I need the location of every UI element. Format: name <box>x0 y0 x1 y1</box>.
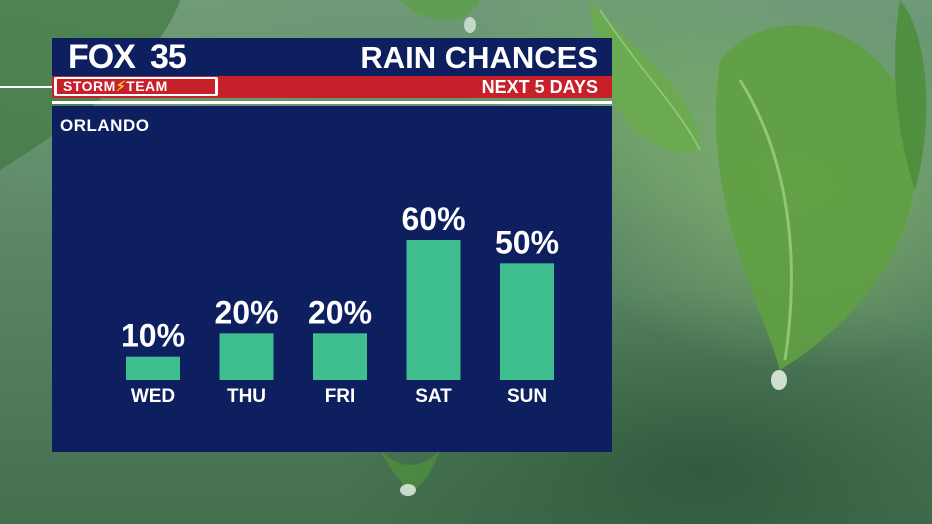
category-label-thu: THU <box>227 386 266 407</box>
bar-thu <box>219 333 274 380</box>
chart-subtitle: NEXT 5 DAYS <box>481 77 598 97</box>
bar-fri <box>313 333 367 380</box>
lightning-bolt-icon: ⚡︎ <box>115 78 127 94</box>
bar-sun <box>500 263 554 380</box>
panel-top-rule <box>52 101 612 104</box>
bar-sat <box>406 240 461 380</box>
value-label-fri: 20% <box>308 294 372 330</box>
category-label-fri: FRI <box>325 386 356 407</box>
value-label-sat: 60% <box>401 201 465 237</box>
header-rule-left <box>0 86 52 88</box>
header-title-bar <box>52 38 612 76</box>
logo-storm-team-badge: STORM⚡︎TEAM <box>54 77 218 96</box>
category-label-wed: WED <box>131 386 175 407</box>
logo-team-text: TEAM <box>126 78 168 94</box>
chart-title: RAIN CHANCES <box>360 40 598 75</box>
category-label-sat: SAT <box>415 386 452 407</box>
value-label-wed: 10% <box>121 318 185 354</box>
logo-channel-number: 35 <box>150 38 187 76</box>
logo-storm-text: STORM <box>63 78 116 94</box>
chart-panel: ORLANDO 10% WED 20% THU 20% FRI 60% SAT 50% SUN <box>52 106 612 452</box>
bar-wed <box>126 356 180 380</box>
logo-fox-text: FOX <box>68 38 136 76</box>
category-label-sun: SUN <box>507 386 547 407</box>
location-label: ORLANDO <box>60 116 150 135</box>
fox35-storm-team-logo: FOX 35 STORM⚡︎TEAM <box>52 38 220 98</box>
value-label-thu: 20% <box>214 294 278 330</box>
value-label-sun: 50% <box>495 224 559 260</box>
rain-chance-bar-chart: 10% WED 20% THU 20% FRI 60% SAT 50% SUN <box>121 201 559 407</box>
